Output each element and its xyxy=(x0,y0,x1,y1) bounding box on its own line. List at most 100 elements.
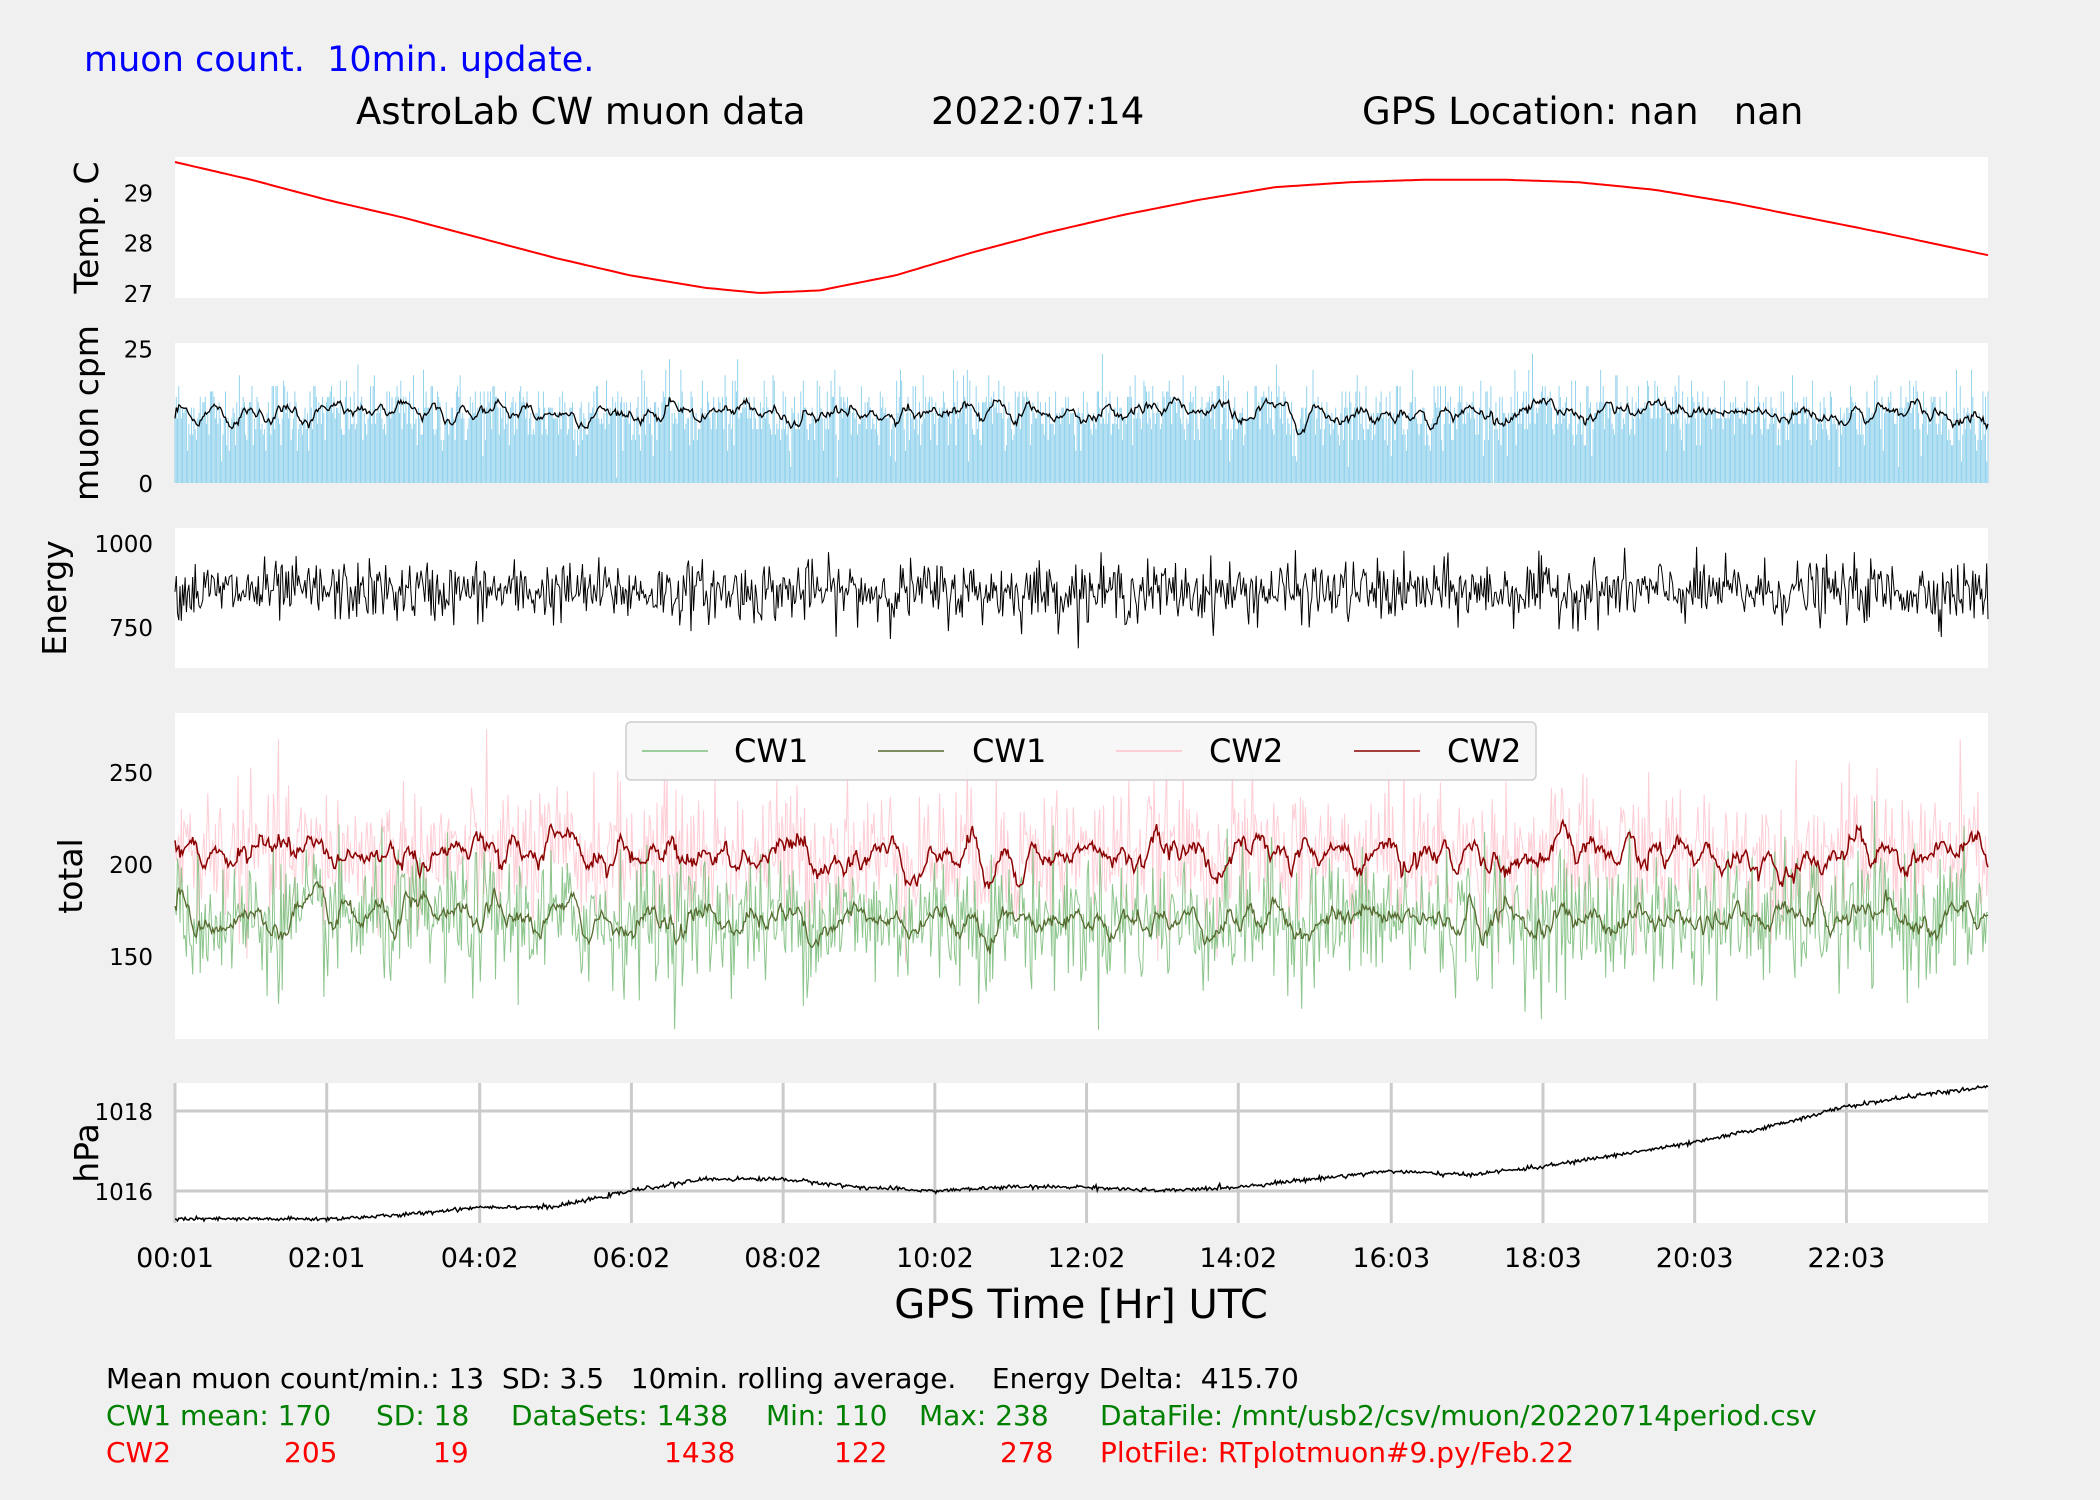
muon-bar xyxy=(201,418,202,483)
muon-bar xyxy=(1755,423,1757,483)
muon-bar xyxy=(1678,375,1680,483)
muon-bar xyxy=(805,407,807,483)
muon-bar xyxy=(413,375,414,483)
muon-bar xyxy=(294,391,296,483)
muon-bar xyxy=(1221,423,1223,483)
muon-bar xyxy=(1774,413,1776,483)
muon-bar xyxy=(819,386,821,483)
muon-bar xyxy=(597,386,599,483)
muon-bar xyxy=(1345,391,1347,483)
muon-bar xyxy=(1762,402,1764,483)
muon-bar xyxy=(371,423,373,483)
muon-bar xyxy=(1190,391,1192,483)
muon-bar xyxy=(347,407,349,483)
muon-bar xyxy=(1103,418,1105,483)
muon-bar xyxy=(1848,413,1850,483)
muon-bar xyxy=(772,375,774,483)
muon-bar xyxy=(1959,386,1961,483)
muon-bar xyxy=(1963,407,1965,483)
muon-bar xyxy=(998,380,1000,483)
muon-bar xyxy=(281,418,283,483)
muon-bar xyxy=(1349,391,1351,483)
muon-bar xyxy=(638,434,640,483)
muon-bar xyxy=(775,434,776,483)
x-tick-label: 20:03 xyxy=(1656,1243,1734,1274)
muon-bar xyxy=(847,396,848,483)
muon-bar xyxy=(518,391,520,483)
muon-bar xyxy=(1909,380,1911,483)
muon-bar xyxy=(1841,434,1843,483)
muon-bar xyxy=(1646,380,1648,483)
cw1-mean: CW1 mean: 170 xyxy=(106,1399,332,1432)
muon-bar xyxy=(1744,402,1745,483)
muon-bar xyxy=(1513,413,1515,483)
muon-bar xyxy=(894,461,896,483)
muon-bar xyxy=(1610,407,1612,483)
muon-bar xyxy=(1298,429,1300,483)
muon-bar xyxy=(1252,418,1253,483)
muon-bar xyxy=(452,407,453,483)
muon-bar xyxy=(834,369,836,483)
muon-bar xyxy=(1011,429,1012,483)
muon-bar xyxy=(459,375,461,483)
muon-bar xyxy=(1471,402,1473,483)
muon-bar xyxy=(1914,429,1916,483)
muon-bar xyxy=(710,429,712,483)
muon-bar xyxy=(1626,386,1628,483)
muon-bar xyxy=(1404,434,1406,483)
muon-bar xyxy=(1537,413,1539,483)
muon-bar xyxy=(503,429,505,483)
muon-bar xyxy=(802,380,804,483)
muon-bar xyxy=(1048,396,1050,483)
muon-bar xyxy=(592,407,594,483)
muon-bar xyxy=(987,407,988,483)
muon-bar xyxy=(662,391,664,483)
muon-bar xyxy=(1910,413,1912,483)
muon-bar xyxy=(892,423,894,483)
muon-bar xyxy=(1355,391,1357,483)
muon-bar xyxy=(1462,423,1464,483)
muon-bar xyxy=(1202,418,1204,483)
muon-bar xyxy=(1480,380,1482,483)
muon-bar xyxy=(1567,429,1569,483)
muon-bar xyxy=(975,386,977,483)
muon-bar xyxy=(1111,423,1113,483)
muon-bar xyxy=(1412,369,1414,483)
muon-bar xyxy=(341,429,342,483)
muon-bar xyxy=(807,439,809,483)
muon-bar xyxy=(1272,429,1274,483)
muon-bar xyxy=(1653,402,1655,483)
muon-bar xyxy=(1361,407,1363,483)
muon-bar xyxy=(626,402,628,483)
muon-bar xyxy=(1839,407,1841,483)
muon-bar xyxy=(946,407,948,483)
muon-bar xyxy=(430,386,432,483)
muon-bar xyxy=(245,434,247,483)
muon-bar xyxy=(643,380,645,483)
muon-bar xyxy=(1270,391,1272,483)
muon-bar xyxy=(386,391,388,483)
muon-bar xyxy=(1381,418,1383,483)
muon-bar xyxy=(372,386,374,483)
muon-bar xyxy=(1730,402,1732,483)
muon-bar xyxy=(438,396,440,483)
muon-bar xyxy=(1253,418,1255,483)
muon-bar xyxy=(421,434,423,483)
muon-bar xyxy=(1098,391,1099,483)
muon-bar xyxy=(185,407,187,483)
muon-bar xyxy=(1606,402,1608,483)
muon-bar xyxy=(230,429,231,483)
muon-bar xyxy=(1523,391,1525,483)
muon-bar xyxy=(911,418,913,483)
muon-bar xyxy=(788,450,790,483)
muon-bar xyxy=(426,407,428,483)
muon-bar xyxy=(583,413,585,483)
x-tick-label: 22:03 xyxy=(1807,1243,1885,1274)
muon-bar xyxy=(786,434,788,483)
plot-file: PlotFile: RTplotmuon#9.py/Feb.22 xyxy=(1100,1436,1575,1469)
cw2-rolling-average-line xyxy=(174,818,1989,890)
muon-bar xyxy=(665,369,667,483)
muon-bar xyxy=(361,396,363,483)
muon-bar xyxy=(1915,380,1917,483)
muon-bar xyxy=(923,418,925,483)
